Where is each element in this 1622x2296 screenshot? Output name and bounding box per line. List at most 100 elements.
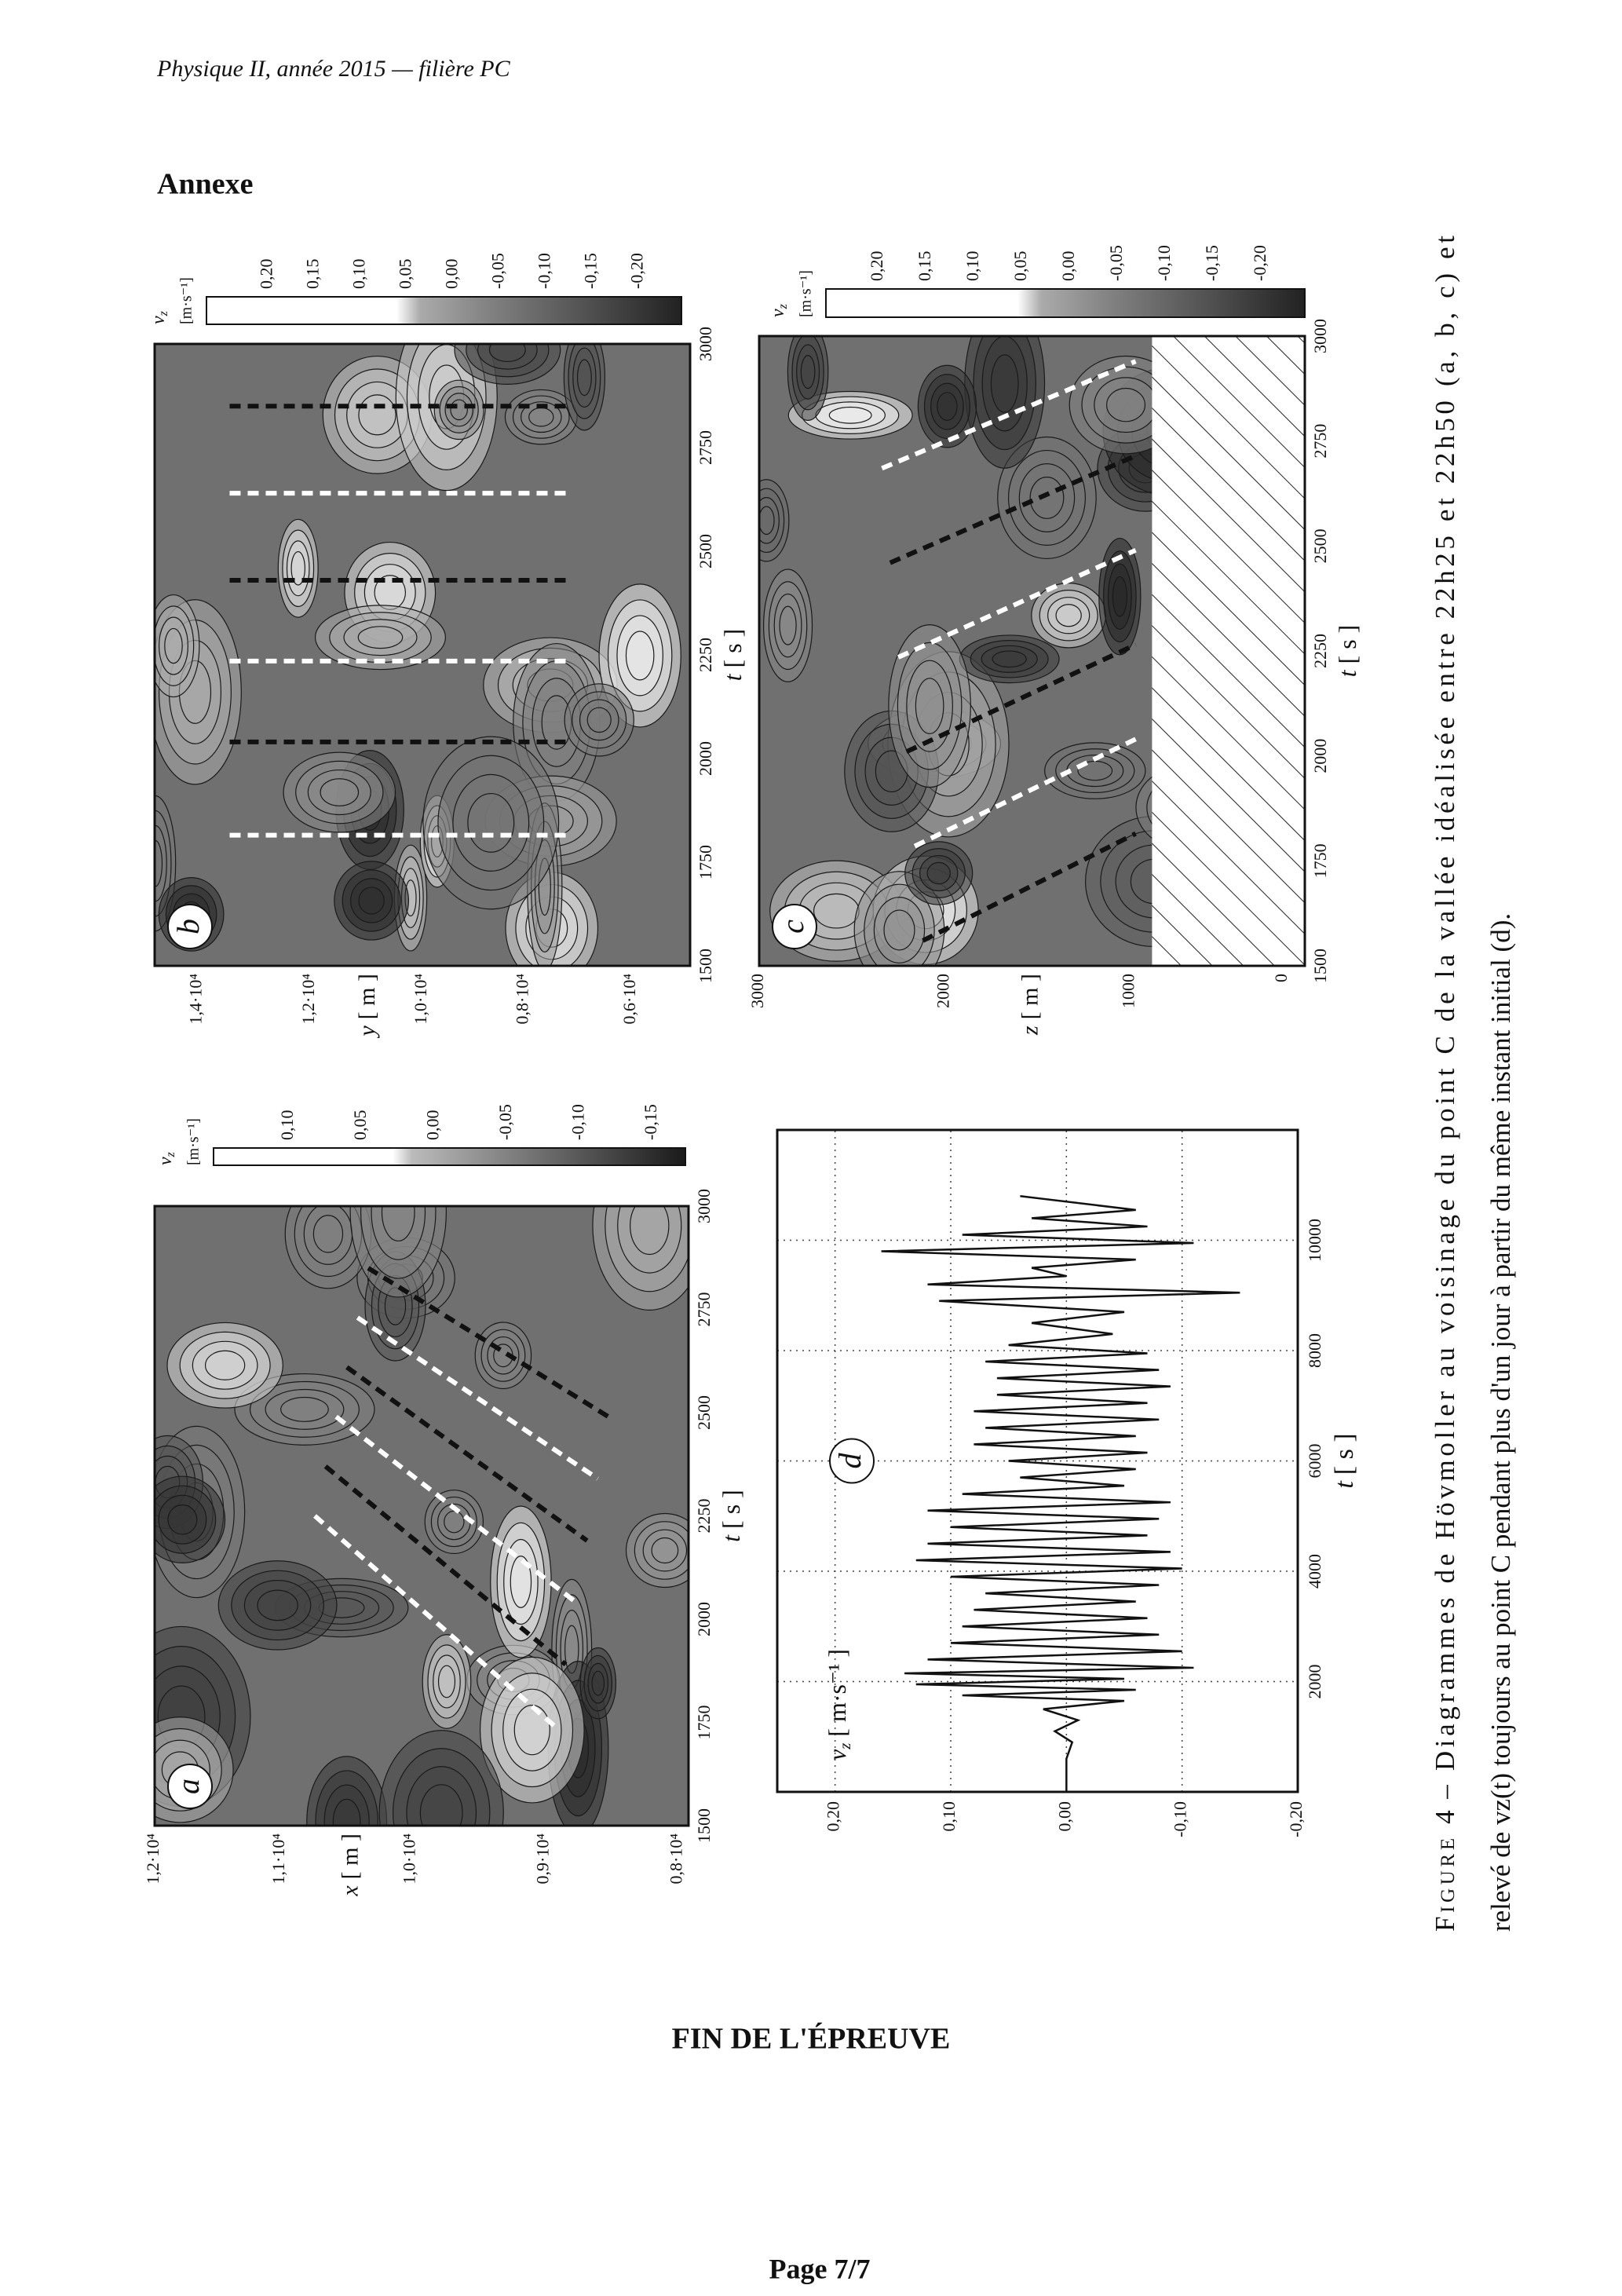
colorbar-tick-label: 0,00 [1058, 251, 1078, 282]
x-tick-label: 2250 [1310, 634, 1330, 668]
y-tick-label: 0,10 [939, 1801, 959, 1832]
data-line [881, 1195, 1240, 1792]
y-tick-label: 0,8·10⁴ [666, 1834, 685, 1885]
section-title: Annexe [157, 168, 253, 201]
unit: [ s ] [717, 1490, 745, 1529]
x-tick-label: 2000 [696, 741, 715, 776]
contour [1029, 477, 1065, 519]
contour [528, 407, 554, 427]
contour [651, 1537, 679, 1564]
colorbar [825, 288, 1306, 318]
contour [467, 792, 515, 853]
dashed-line [334, 1414, 579, 1605]
subscript: z [157, 310, 170, 316]
y-tick-label: 1,2·10⁴ [143, 1834, 163, 1885]
colorbar-tick-label: 0,10 [349, 259, 369, 290]
y-tick-label: 2000 [933, 974, 952, 1008]
colorbar-unit: [m·s⁻¹] [798, 270, 815, 317]
colorbar-tick-label: 0,20 [257, 259, 276, 290]
x-tick-label: 2250 [696, 638, 715, 672]
contour [357, 626, 404, 649]
colorbar-symbol: vz [155, 1151, 177, 1165]
colorbar-tick-label: -0,10 [568, 1104, 587, 1140]
y-tick-label: 0,00 [1054, 1801, 1074, 1832]
symbol: t [717, 1534, 745, 1542]
y-tick-label: 1000 [1119, 974, 1138, 1008]
colorbar-tick-label: -0,20 [627, 253, 647, 289]
contour [204, 1350, 246, 1380]
x-tick-label: 2750 [1310, 424, 1330, 459]
contour [800, 355, 816, 389]
colorbar-tick-label: 0,05 [396, 259, 415, 290]
symbol: v [823, 1749, 851, 1760]
colorbar-tick-label: -0,05 [488, 253, 508, 289]
contour [381, 1206, 415, 1241]
x-tick-label: 3000 [694, 1189, 714, 1223]
page-number: Page 7/7 [769, 2253, 871, 2284]
contour [591, 1670, 605, 1696]
contour [586, 707, 612, 733]
contour [779, 605, 797, 645]
contour [915, 678, 944, 734]
contour [450, 399, 468, 421]
panel-badge [167, 1764, 213, 1809]
y-tick-label: 1,4·10⁴ [186, 974, 206, 1025]
colorbar-tick-label: -0,05 [495, 1104, 515, 1140]
symbol: t [1330, 1480, 1359, 1489]
x-axis-label: t [ s ] [717, 1490, 745, 1542]
unit: [ m·s⁻¹ ] [823, 1649, 851, 1737]
dashed-line [922, 831, 1137, 943]
y-tick-label: 0,9·10⁴ [532, 1834, 552, 1885]
x-axis-label: t [ s ] [718, 629, 747, 682]
x-axis-label: t [ s ] [1333, 625, 1361, 678]
dashed-line [345, 1365, 589, 1543]
x-axis-label: t [ s ] [1330, 1433, 1359, 1488]
colorbar-tick-label: 0,10 [277, 1110, 297, 1141]
panel-badge [167, 904, 213, 949]
contour [290, 550, 305, 586]
contour [759, 506, 775, 536]
plot-frame [758, 335, 1306, 967]
contour [625, 631, 655, 681]
unit: [ s ] [718, 629, 747, 668]
colorbar-tick-label: -0,10 [1154, 245, 1174, 281]
caption-text: – Diagrammes de Hövmoller au voisinage d… [1430, 236, 1460, 1800]
contour-map [759, 336, 1305, 966]
colorbar-tick-label: -0,20 [1250, 245, 1269, 281]
contour [630, 1206, 670, 1256]
colorbar-symbol: vz [768, 303, 790, 317]
y-tick-label: 1,0·10⁴ [399, 1834, 418, 1885]
x-tick-label: 2750 [694, 1292, 714, 1327]
y-tick-label: 3000 [747, 974, 767, 1008]
running-header: Physique II, année 2015 — filière PC [156, 56, 511, 82]
unit: [ s ] [1330, 1433, 1359, 1475]
colorbar-tick-label: 0,15 [303, 259, 323, 290]
contour [437, 1665, 456, 1698]
x-tick-label: 2500 [696, 534, 715, 569]
symbol: v [768, 309, 788, 317]
x-tick-label: 2000 [1310, 739, 1330, 773]
x-tick-label: 3000 [696, 327, 715, 361]
contour [488, 344, 526, 363]
contour [937, 392, 958, 421]
plot-frame [153, 342, 692, 967]
x-tick-label: 1500 [1310, 949, 1330, 983]
colorbar-symbol: vz [148, 310, 170, 324]
caption-line: Figure 4 – Diagrammes de Hövmoller au voi… [1430, 236, 1460, 1932]
colorbar-tick-label: -0,10 [535, 253, 554, 289]
colorbar [213, 1147, 686, 1166]
contour [510, 1556, 532, 1608]
y-tick-label: 0,8·10⁴ [513, 974, 532, 1025]
colorbar-tick-label: -0,05 [1106, 245, 1126, 281]
x-tick-label: 1750 [696, 845, 715, 879]
subscript: z [164, 1151, 177, 1157]
x-tick-label: 2750 [696, 430, 715, 465]
x-tick-label: 8000 [1305, 1333, 1324, 1368]
contour [883, 909, 915, 951]
panel-badge [772, 904, 817, 949]
x-tick-label: 1500 [696, 949, 715, 983]
contour-map [155, 344, 690, 966]
colorbar-unit: [m·s⁻¹] [178, 277, 195, 324]
